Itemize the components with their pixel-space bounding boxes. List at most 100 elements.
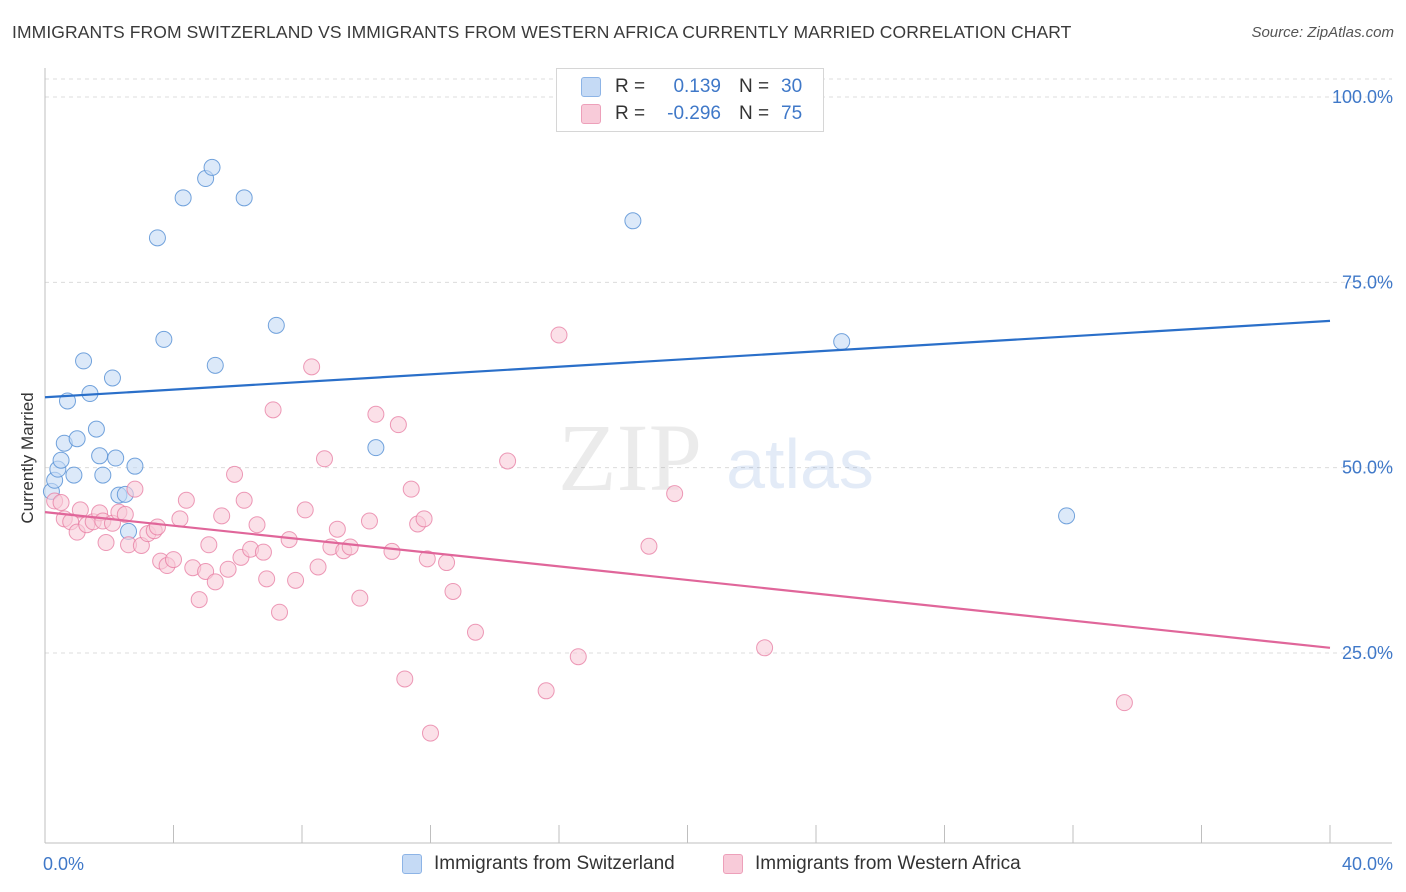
x-tick-label: 40.0% [1342,854,1393,874]
wafrica-point [190,591,208,609]
wafrica-point [422,724,439,742]
wafrica-point [248,516,266,534]
wafrica-point [367,405,385,423]
wafrica-point [351,589,369,607]
wafrica-point [116,505,134,523]
wafrica-trend-line [44,511,1331,649]
wafrica-point [466,623,484,641]
x-tick-label: 0.0% [43,854,84,874]
swiss-point [94,466,112,484]
watermark: ZIP atlas [558,404,874,511]
legend-r-label: R = [615,76,646,97]
swiss-point [107,449,125,467]
wafrica-point [389,416,407,434]
y-tick-label: 25.0% [1342,643,1393,663]
legend-swatch-swiss [581,77,601,97]
swiss-point [91,447,109,465]
wafrica-point [226,465,244,483]
y-tick-label: 50.0% [1342,458,1393,478]
wafrica-point [258,570,276,588]
legend-r-value: 0.139 [673,76,721,97]
swiss-point [235,189,253,207]
chart-title: IMMIGRANTS FROM SWITZERLAND VS IMMIGRANT… [12,22,1072,42]
wafrica-point [438,554,456,572]
swiss-point [75,352,93,370]
legend-swatch-wafrica [581,104,601,124]
swiss-point [203,158,221,176]
tick-labels: 25.0% 50.0% 75.0% 100.0% 0.0% 40.0% [43,87,1393,874]
wafrica-point [569,648,587,666]
bottom-legend-label-swiss: Immigrants from Switzerland [434,853,675,874]
wafrica-point [177,491,195,509]
wafrica-point [1115,694,1133,712]
wafrica-point [296,501,314,519]
wafrica-point [499,452,517,470]
legend-n-label: N = [739,76,770,97]
wafrica-point [197,562,215,580]
legend-n-value: 75 [781,103,803,124]
wafrica-point [341,538,359,556]
legend-r-value: -0.296 [667,103,721,124]
source-label: Source: ZipAtlas.com [1251,24,1394,41]
legend-row-swiss: R = 0.139 N = 30 [581,74,802,100]
wafrica-point [418,550,436,568]
trend-lines [44,319,1331,649]
watermark-atlas: atlas [726,425,874,503]
swiss-point [833,333,851,351]
swiss-point [155,330,173,348]
swiss-point [87,420,105,438]
swiss-point [148,229,166,247]
swiss-point [367,439,385,457]
wafrica-point [235,491,253,509]
wafrica-point [213,507,231,525]
axes [44,68,1392,844]
y-tick-label: 100.0% [1332,87,1393,107]
swiss-point [206,356,224,374]
wafrica-point [640,537,658,555]
swiss-trend-line [44,319,1331,399]
bottom-legend-swatch-wafrica [723,854,743,874]
wafrica-point [303,358,321,376]
swiss-point [126,457,144,475]
wafrica-points [46,326,1133,742]
wafrica-point [383,542,401,560]
wafrica-point [254,543,272,561]
swiss-point [68,430,86,448]
swiss-point [624,212,642,230]
wafrica-point [200,536,218,554]
wafrica-point [97,534,115,552]
legend-r-label: R = [615,103,646,124]
swiss-point [52,451,70,469]
bottom-legend-swatch-swiss [402,854,422,874]
legend: R = 0.139 N = 30 R = -0.296 N = 75 [556,68,824,132]
wafrica-point [219,560,237,578]
wafrica-point [666,485,684,503]
swiss-point [1058,507,1076,525]
swiss-point [267,316,285,334]
wafrica-point [550,326,568,344]
wafrica-point [126,480,144,498]
wafrica-point [171,510,189,528]
wafrica-point [264,401,282,419]
bottom-legend-wafrica: Immigrants from Western Africa [723,852,1021,876]
wafrica-point [328,520,346,538]
wafrica-point [756,639,774,657]
wafrica-point [309,558,327,576]
wafrica-point [71,501,89,519]
legend-n-label: N = [739,103,770,124]
swiss-point [174,189,192,207]
y-axis-label: Currently Married [18,392,37,523]
y-tick-label: 75.0% [1342,272,1393,292]
wafrica-point [165,551,182,569]
gridlines [45,78,1392,654]
wafrica-point [52,494,70,512]
wafrica-point [402,480,420,498]
wafrica-point [206,573,224,591]
wafrica-point [415,510,433,528]
wafrica-point [287,571,305,589]
wafrica-point [271,603,289,621]
legend-n-value: 30 [781,76,803,97]
wafrica-point [360,512,378,530]
wafrica-point [537,682,555,700]
